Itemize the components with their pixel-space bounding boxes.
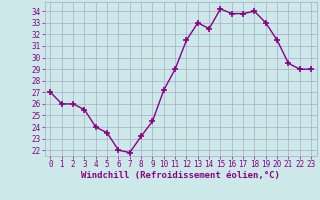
X-axis label: Windchill (Refroidissement éolien,°C): Windchill (Refroidissement éolien,°C) <box>81 171 280 180</box>
